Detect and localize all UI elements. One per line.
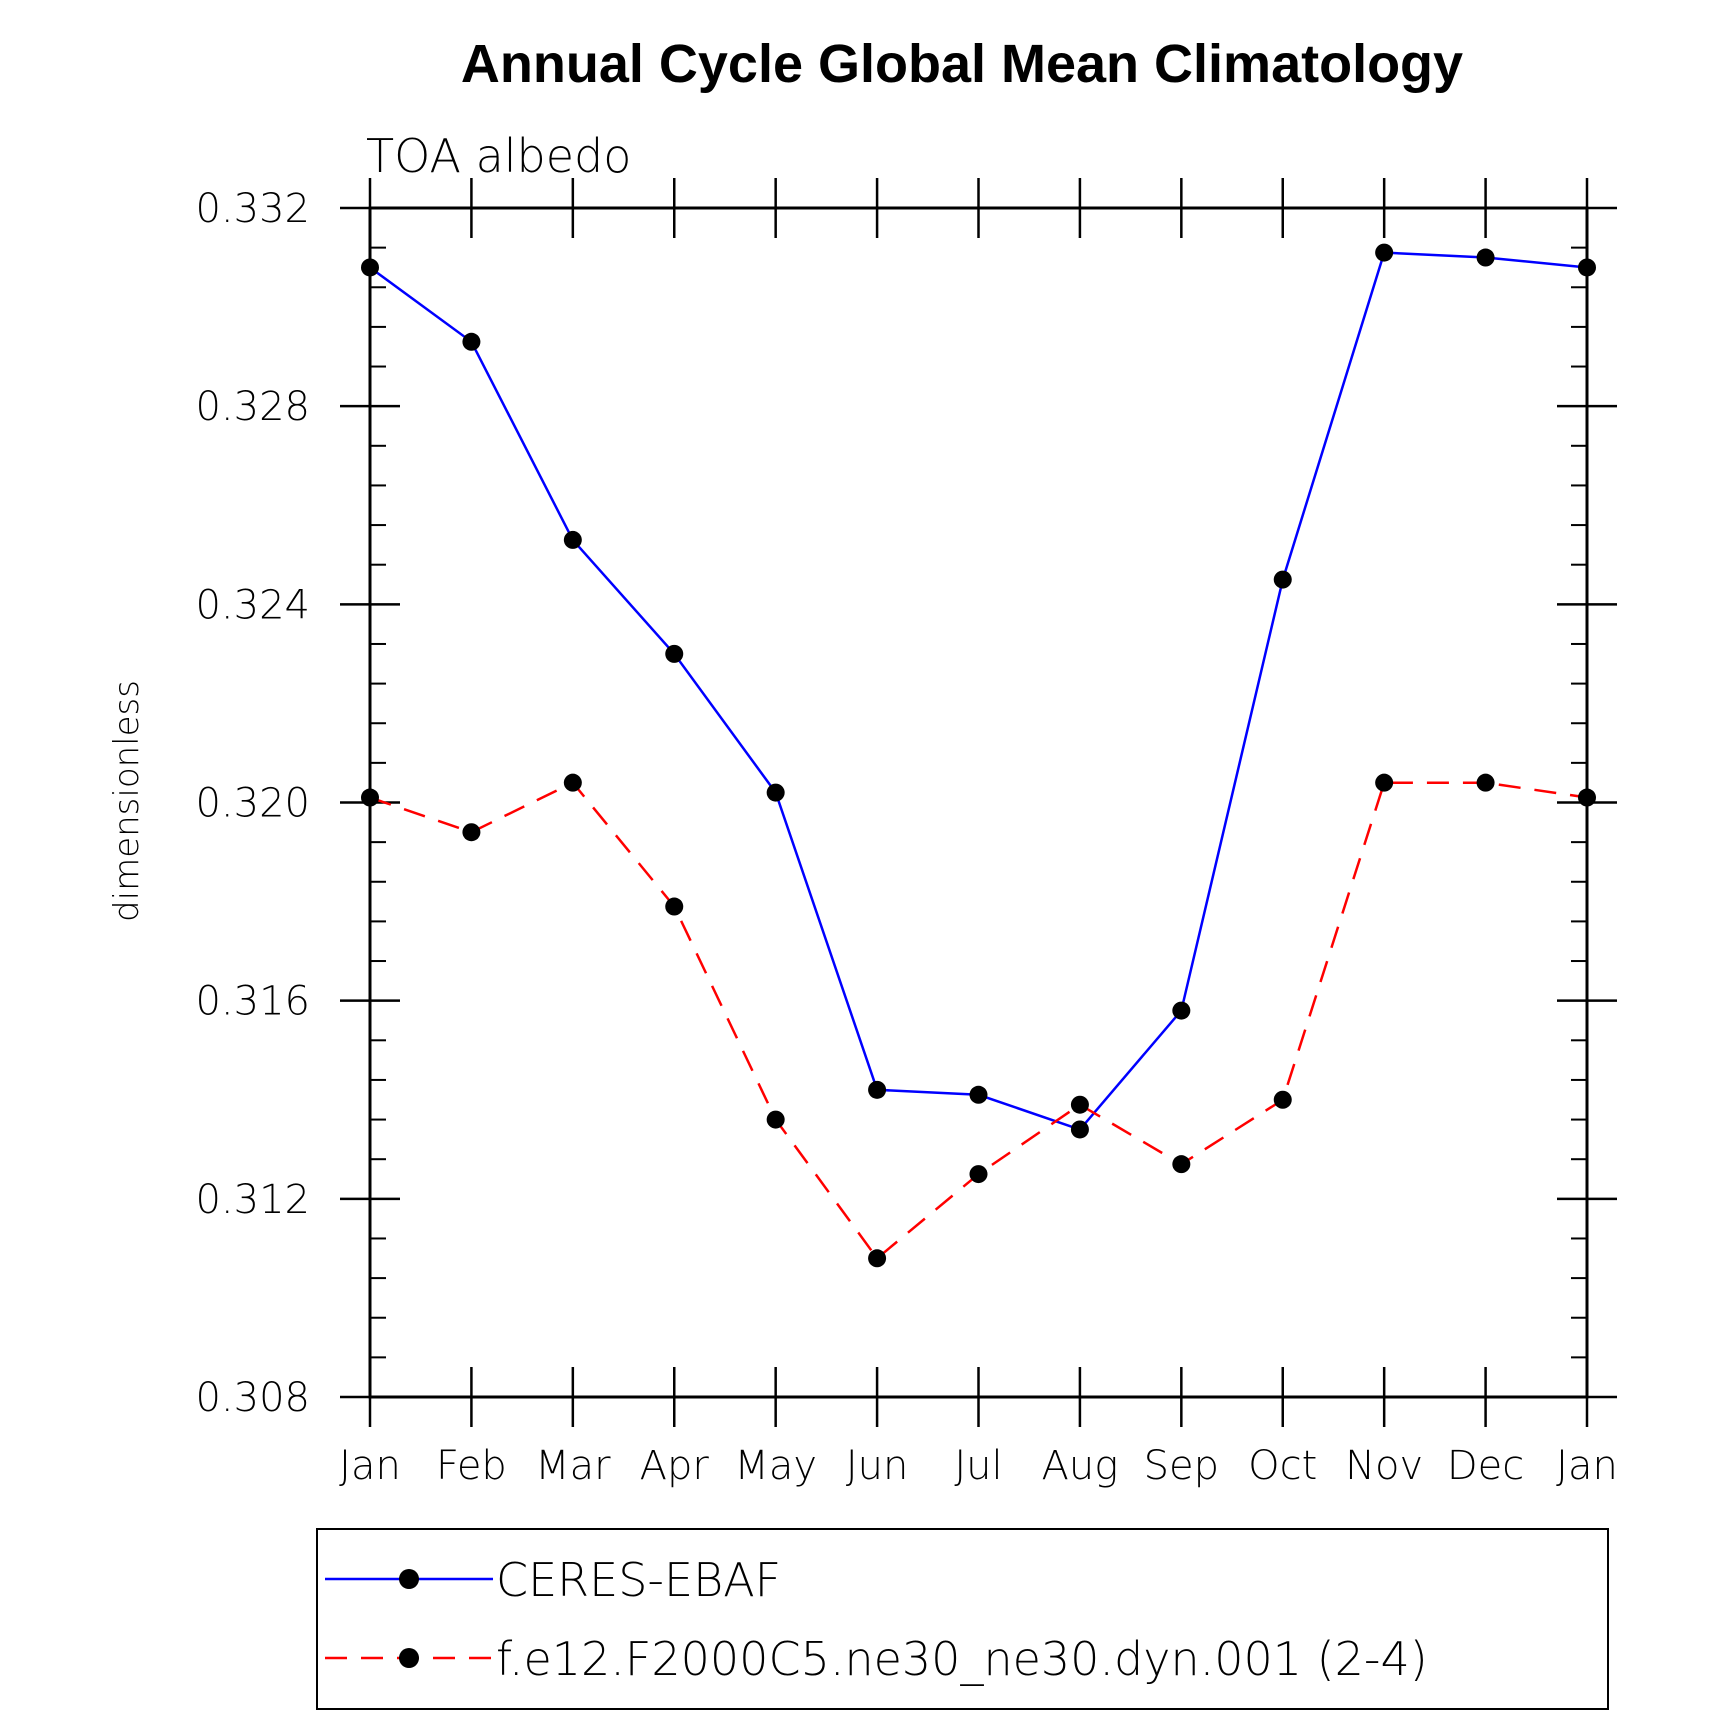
legend: CERES-EBAF f.e12.F2000C5.ne30_ne30.dyn.00… <box>316 1528 1609 1710</box>
x-tick-label: Feb <box>436 1443 507 1489</box>
series-1-point <box>665 644 684 663</box>
series-1-point <box>563 530 582 549</box>
series-1-point <box>1375 243 1394 262</box>
chart-subtitle: TOA albedo <box>366 129 631 183</box>
legend-marker-1 <box>399 1569 419 1589</box>
series-2-point <box>361 788 379 807</box>
x-tick-label: Nov <box>1345 1443 1423 1489</box>
axis-ticks <box>340 178 1617 1427</box>
series-1-point <box>462 332 481 351</box>
y-tick-label: 0.320 <box>195 781 310 827</box>
series-2-point <box>1273 1090 1292 1109</box>
x-tick-label: Jun <box>846 1443 909 1489</box>
x-tick-label: Mar <box>535 1443 611 1489</box>
x-tick-label: Jan <box>1556 1443 1618 1489</box>
y-tick-label: 0.312 <box>195 1177 310 1223</box>
legend-marker-2 <box>399 1648 419 1668</box>
series-2-point <box>1070 1095 1089 1114</box>
y-tick-label: 0.308 <box>195 1375 310 1421</box>
series-2-point <box>1578 788 1596 807</box>
legend-frame <box>316 1528 1609 1710</box>
series-1-point <box>361 258 379 277</box>
series-2-point <box>665 897 684 916</box>
x-tick-label: Sep <box>1144 1443 1219 1489</box>
plot-frame <box>368 206 1589 1399</box>
series-lines <box>369 251 1588 1261</box>
y-tick-labels: 0.308 0.312 0.316 0.320 0.324 0.328 0.332 <box>195 186 310 1421</box>
x-tick-label: Jan <box>339 1443 401 1489</box>
series-2-point <box>969 1165 988 1184</box>
series-1-point <box>868 1080 887 1099</box>
y-axis-label: dimensionless <box>107 680 147 922</box>
series-1-point <box>969 1085 988 1104</box>
x-tick-label: May <box>734 1443 817 1489</box>
series-2-point <box>868 1249 887 1268</box>
series-1-point <box>1273 570 1292 589</box>
series-2-point <box>1375 773 1394 792</box>
series-1-point <box>1070 1120 1089 1139</box>
x-tick-label: Oct <box>1248 1443 1317 1489</box>
series-2-point <box>1172 1155 1191 1174</box>
y-tick-label: 0.324 <box>195 582 310 628</box>
series-2-point <box>766 1110 785 1129</box>
chart-title: Annual Cycle Global Mean Climatology <box>461 34 1463 94</box>
series-1-point <box>1172 1001 1191 1020</box>
series-line-1 <box>369 251 1588 1131</box>
series-1-point <box>1578 258 1596 277</box>
x-tick-label: Apr <box>640 1443 710 1489</box>
legend-label-2: f.e12.F2000C5.ne30_ne30.dyn.001 (2-4) <box>496 1632 1428 1686</box>
y-tick-label: 0.316 <box>195 979 310 1025</box>
y-tick-label: 0.328 <box>195 384 310 430</box>
series-2-point <box>563 773 582 792</box>
series-2-point <box>462 823 481 842</box>
series-markers <box>361 243 1596 1268</box>
x-tick-label: Dec <box>1447 1443 1524 1489</box>
legend-label-1: CERES-EBAF <box>496 1553 781 1607</box>
x-tick-labels: Jan Feb Mar Apr May Jun Jul Aug Sep Oct Nov Dec Jan <box>339 1443 1618 1489</box>
series-1-point <box>766 783 785 802</box>
y-tick-label: 0.332 <box>195 186 310 232</box>
series-line-2 <box>369 781 1588 1261</box>
x-tick-label: Aug <box>1042 1443 1119 1489</box>
series-1-point <box>1476 248 1495 267</box>
series-2-point <box>1476 773 1495 792</box>
x-tick-label: Jul <box>954 1443 1002 1489</box>
